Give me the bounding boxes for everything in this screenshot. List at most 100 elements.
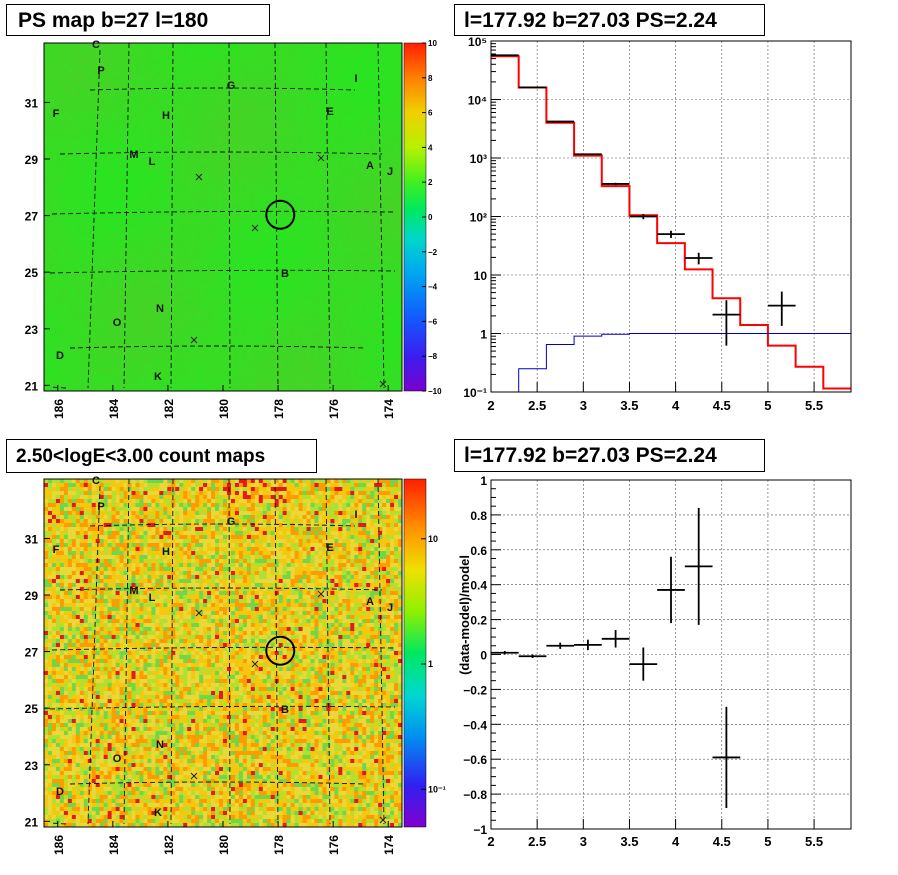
map-cell: [51, 263, 57, 268]
map-cell: [350, 179, 355, 184]
map-cell: [195, 119, 200, 124]
map-cell: [99, 199, 105, 204]
map-cell: [386, 215, 391, 220]
map-cell: [79, 91, 85, 96]
map-cell: [159, 251, 164, 256]
map-cell: [119, 83, 124, 88]
map-cell: [211, 243, 216, 248]
map-cell: [175, 55, 180, 60]
map-cell: [286, 83, 292, 88]
map-cell: [123, 51, 128, 56]
map-cell: [71, 239, 77, 244]
map-cell: [374, 51, 379, 56]
map-cell: [131, 239, 136, 244]
map-cell: [187, 259, 192, 264]
map-cell: [123, 111, 128, 116]
map-cell: [326, 155, 331, 160]
map-cell: [242, 207, 248, 212]
map-cell: [167, 235, 172, 240]
map-cell: [390, 91, 395, 96]
map-cell: [175, 99, 180, 104]
map-cell: [306, 51, 311, 56]
map-cell: [71, 187, 77, 192]
map-cell: [59, 107, 65, 112]
map-cell: [298, 207, 303, 212]
map-cell: [71, 75, 77, 80]
map-cell: [274, 215, 280, 220]
map-cell: [374, 95, 379, 100]
map-cell: [254, 127, 260, 132]
map-cell: [119, 71, 124, 76]
map-cell: [147, 231, 152, 236]
map-cell: [258, 231, 264, 236]
map-cell: [354, 195, 359, 200]
map-cell: [139, 195, 144, 200]
map-cell: [115, 143, 120, 148]
map-cell: [131, 119, 136, 124]
map-cell: [75, 251, 81, 256]
map-cell: [131, 71, 136, 76]
map-cell: [151, 67, 156, 72]
map-cell: [55, 211, 61, 216]
map-cell: [75, 159, 81, 164]
map-cell: [266, 171, 272, 176]
map-cell: [278, 259, 284, 264]
map-cell: [211, 227, 216, 232]
map-cell: [143, 231, 148, 236]
map-cell: [234, 235, 240, 240]
map-cell: [47, 251, 53, 256]
map-cell: [127, 151, 132, 156]
map-cell: [111, 131, 116, 136]
map-cell: [183, 59, 188, 64]
map-cell: [326, 147, 331, 152]
map-cell: [127, 179, 132, 184]
map-cell: [199, 159, 204, 164]
map-cell: [215, 195, 220, 200]
map-cell: [294, 155, 299, 160]
map-cell: [151, 83, 156, 88]
map-cell: [230, 215, 236, 220]
map-cell: [374, 199, 379, 204]
map-cell: [159, 83, 164, 88]
map-cell: [350, 155, 355, 160]
map-cell: [370, 191, 375, 196]
map-cell: [199, 91, 204, 96]
map-cell: [286, 159, 292, 164]
map-cell: [274, 95, 280, 100]
map-cell: [286, 71, 292, 76]
map-cell: [187, 215, 192, 220]
map-cell: [143, 127, 148, 132]
map-cell: [219, 167, 224, 172]
map-cell: [250, 235, 256, 240]
map-cell: [338, 91, 343, 96]
map-cell: [278, 163, 284, 168]
map-cell: [47, 51, 53, 56]
map-cell: [83, 259, 89, 264]
map-cell: [83, 191, 89, 196]
map-cell: [207, 83, 212, 88]
map-cell: [171, 115, 176, 120]
map-cell: [386, 207, 391, 212]
map-cell: [306, 203, 311, 208]
map-cell: [278, 103, 284, 108]
map-cell: [390, 259, 395, 264]
map-cell: [290, 227, 295, 232]
map-cell: [115, 135, 120, 140]
map-cell: [366, 243, 371, 248]
map-cell: [294, 219, 299, 224]
map-cell: [187, 91, 192, 96]
map-cell: [131, 127, 136, 132]
map-cell: [374, 255, 379, 260]
map-cell: [274, 99, 280, 104]
map-cell: [127, 87, 132, 92]
map-cell: [131, 163, 136, 168]
map-cell: [234, 247, 240, 252]
map-cell: [298, 211, 303, 216]
map-cell: [187, 71, 192, 76]
map-cell: [191, 227, 196, 232]
map-cell: [238, 99, 244, 104]
map-cell: [191, 235, 196, 240]
map-cell: [219, 179, 224, 184]
map-cell: [270, 47, 276, 52]
map-cell: [274, 71, 280, 76]
